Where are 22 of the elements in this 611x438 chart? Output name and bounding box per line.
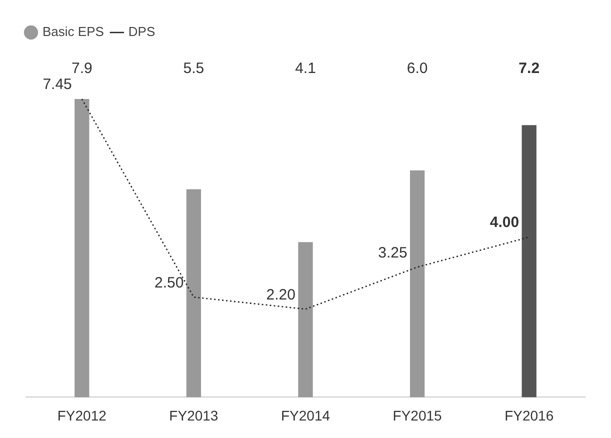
data-label: 2.20: [266, 286, 296, 304]
x-tick-label: FY2016: [504, 407, 554, 424]
data-label: 7.45: [42, 76, 72, 94]
data-label: 7.9: [71, 60, 92, 78]
data-label: 7.2: [518, 60, 540, 78]
legend-label: Basic EPS: [42, 24, 104, 40]
legend-label: DPS: [128, 24, 156, 40]
data-label: 2.50: [154, 274, 184, 292]
bar: [298, 242, 313, 398]
bar: [186, 189, 202, 398]
data-label: 4.1: [295, 60, 316, 78]
x-tick-label: FY2012: [57, 407, 107, 424]
x-tick-label: FY2014: [280, 407, 330, 424]
x-tick-label: FY2013: [169, 407, 218, 424]
data-label: 3.25: [378, 244, 408, 262]
data-label: 6.0: [406, 60, 428, 78]
data-label: 5.5: [183, 60, 204, 78]
x-tick-label: FY2015: [392, 407, 442, 424]
bar: [74, 99, 90, 398]
bar: [410, 170, 425, 398]
data-label: 4.00: [490, 214, 520, 232]
bar: [522, 125, 536, 398]
